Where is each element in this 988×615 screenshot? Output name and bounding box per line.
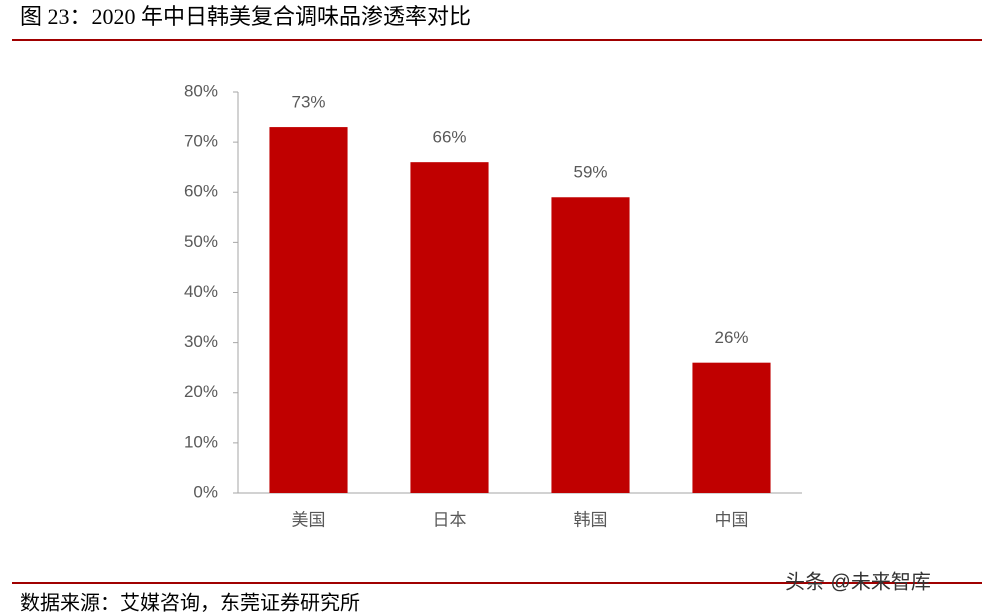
data-label: 73% bbox=[291, 93, 325, 112]
x-tick-label: 日本 bbox=[433, 510, 467, 529]
y-tick-label: 40% bbox=[184, 282, 218, 301]
y-tick-label: 60% bbox=[184, 182, 218, 201]
y-tick-label: 10% bbox=[184, 432, 218, 451]
source: 数据来源：艾媒咨询，东莞证券研究所 bbox=[20, 591, 360, 614]
y-tick-label: 0% bbox=[193, 482, 218, 501]
bar bbox=[692, 362, 771, 493]
x-tick-label: 韩国 bbox=[574, 510, 608, 529]
data-label: 66% bbox=[432, 128, 466, 147]
y-tick-label: 70% bbox=[184, 132, 218, 151]
bar bbox=[269, 127, 348, 494]
chart-title: 图 23：2020 年中日韩美复合调味品渗透率对比 bbox=[20, 4, 471, 29]
y-tick-label: 20% bbox=[184, 382, 218, 401]
x-tick-label: 美国 bbox=[292, 510, 326, 529]
y-tick-label: 50% bbox=[184, 232, 218, 251]
x-tick-label: 中国 bbox=[715, 510, 749, 529]
bar bbox=[410, 162, 489, 494]
data-label: 26% bbox=[714, 328, 748, 347]
y-tick-label: 30% bbox=[184, 332, 218, 351]
data-label: 59% bbox=[573, 163, 607, 182]
watermark: 头条 @未来智库 bbox=[785, 570, 931, 593]
y-tick-label: 80% bbox=[184, 81, 218, 100]
bar bbox=[551, 197, 630, 493]
